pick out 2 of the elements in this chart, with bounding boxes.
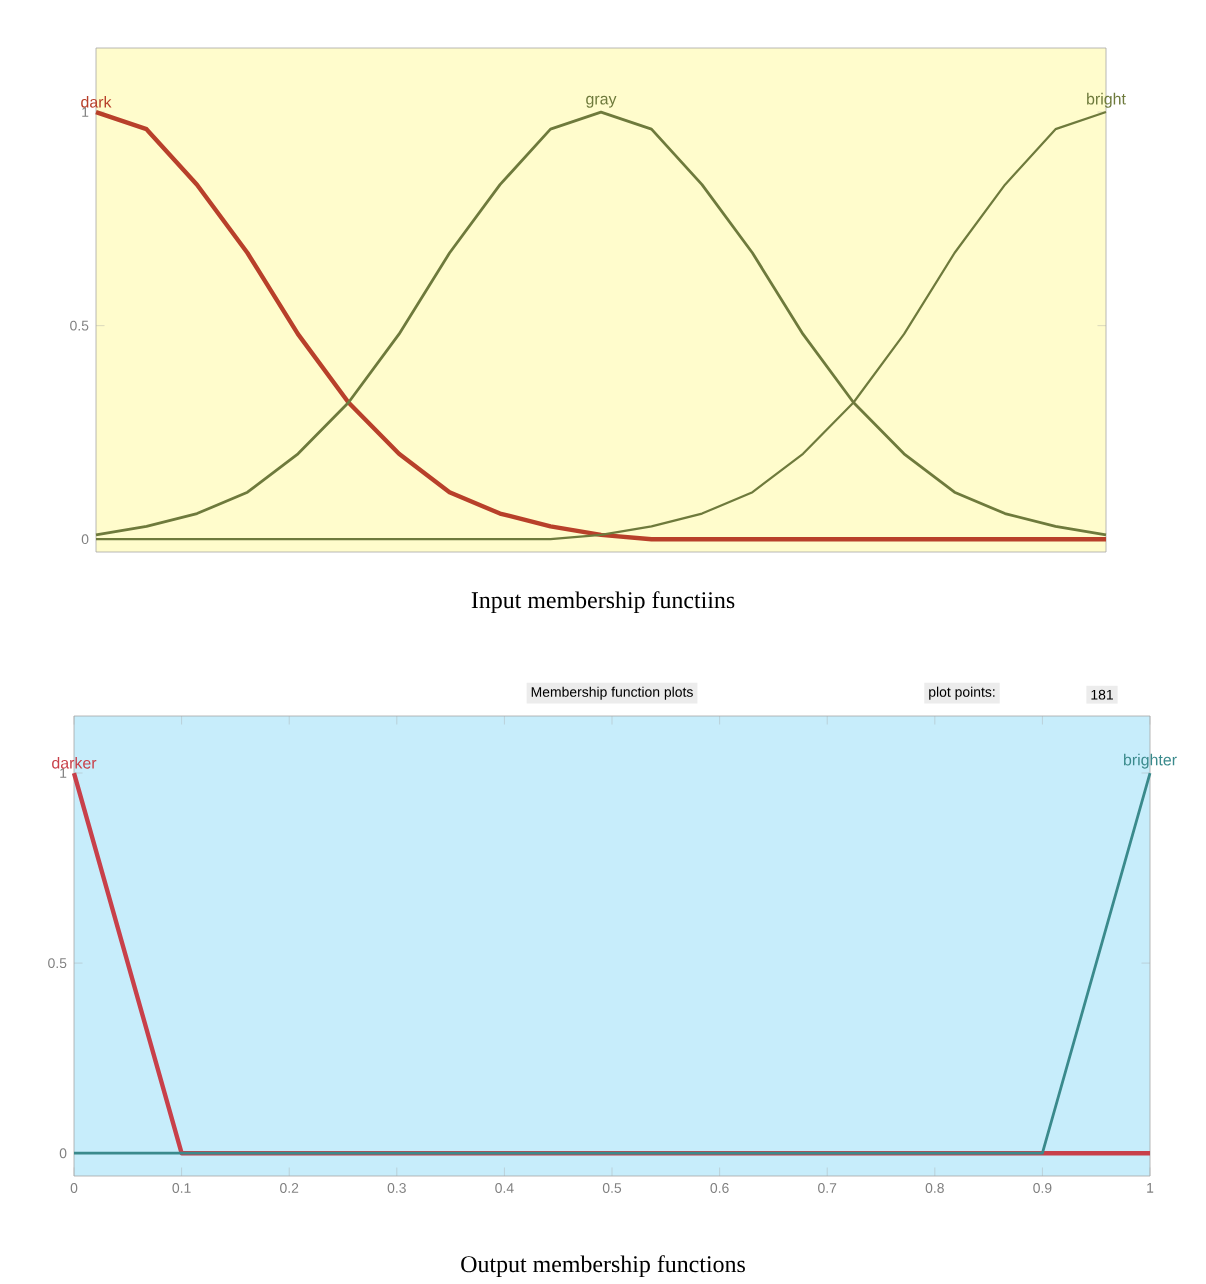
text: Output membership functions — [461, 1255, 745, 1278]
text: Input membership functiins — [471, 591, 735, 614]
